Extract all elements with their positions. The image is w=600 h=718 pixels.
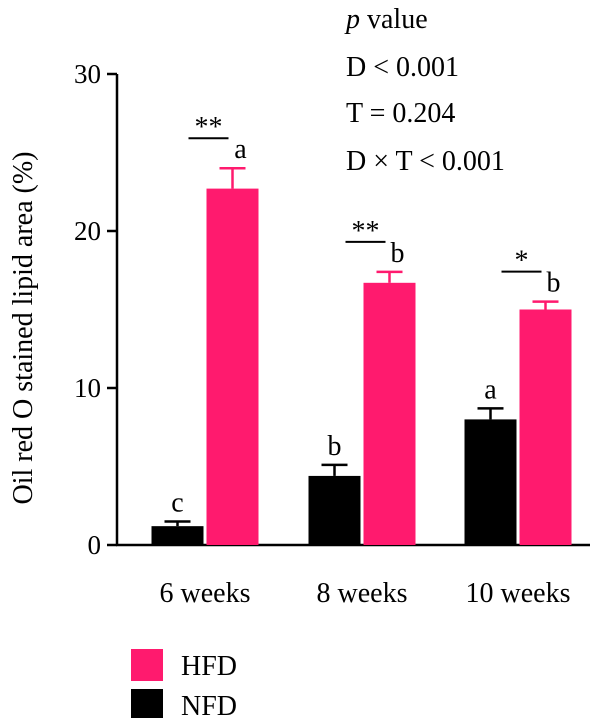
stats-p: p [344,4,360,35]
bar-nfd-2 [308,475,361,545]
legend-label-nfd: NFD [181,691,237,718]
y-tick-label: 0 [88,530,102,560]
stats-line-diet: D < 0.001 [346,52,459,83]
stats-box: p value D < 0.001 T = 0.204 D × T < 0.00… [344,4,505,177]
x-tick-label: 6 weeks [160,578,251,609]
x-tick-label: 8 weeks [317,578,408,609]
stats-header: p value [344,4,428,35]
axes [115,74,590,547]
letter-hfd-1: a [234,134,247,165]
x-ticks: 6 weeks 8 weeks 10 weeks [160,578,571,609]
bar-hfd-2 [363,282,416,545]
y-ticks: 0 10 20 30 [74,59,117,560]
legend: HFD NFD [131,649,237,718]
significance-stars: ** [195,112,223,143]
letter-hfd-3: b [547,268,561,299]
significance-markers: ***** [188,112,542,277]
y-tick-label: 10 [74,373,101,403]
significance-stars: * [515,246,529,277]
stats-header-rest: value [360,4,428,35]
letter-nfd-2: b [328,431,342,462]
letter-hfd-2: b [391,238,405,269]
y-axis-label: Oil red O stained lipid area (%) [8,152,39,505]
bar-nfd-1 [151,526,204,545]
letter-nfd-3: a [484,374,497,405]
legend-label-hfd: HFD [181,651,237,682]
bar-hfd-3 [519,309,572,545]
x-tick-label: 10 weeks [466,578,571,609]
stats-line-interaction: D × T < 0.001 [346,146,505,177]
significance-stars: ** [352,216,380,247]
bars: c a b b a b [151,134,572,546]
letter-nfd-1: c [171,487,183,518]
y-tick-label: 20 [74,216,101,246]
y-tick-label: 30 [74,59,101,89]
bar-nfd-3 [464,419,517,545]
stats-line-time: T = 0.204 [346,98,455,129]
legend-swatch-nfd [131,689,163,718]
legend-swatch-hfd [131,649,163,681]
bar-hfd-1 [206,188,259,546]
